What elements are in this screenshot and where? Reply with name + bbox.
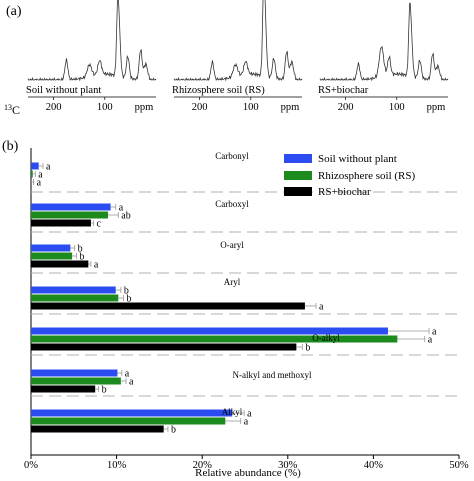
nucleus-superscript: 13 [4,103,12,112]
bar-rs-biochar-aryl [31,302,305,310]
bar-rs-biochar-alkyl [31,425,164,433]
significance-letter: a [125,369,130,380]
bar-soil-without-plant-alkyl [31,409,233,417]
spectrum-tick-label: 100 [97,102,113,113]
significance-letter: b [79,252,84,263]
significance-letter: a [319,302,324,313]
bar-rhizosphere-soil-rs-carbonyl [31,170,33,178]
bar-rs-biochar-o-aryl [31,260,89,268]
significance-letter: a [119,203,124,214]
spectrum-soil-without-plant [27,0,157,82]
bar-soil-without-plant-aryl [31,286,116,294]
legend-label-rs-biochar: RS+biochar [318,186,371,198]
significance-letter: a [38,170,43,181]
significance-letter: b [102,385,107,396]
x-tick-label: 50% [449,460,469,471]
bar-rhizosphere-soil-rs-carboxyl [31,211,109,219]
bar-rhizosphere-soil-rs-aryl [31,294,119,302]
significance-letter: b [305,343,310,354]
legend: Soil without plant Rhizosphere soil (RS)… [284,153,415,198]
category-label-alkyl: Alkyl [222,407,243,417]
nucleus-label: C [12,103,20,117]
legend-label-rhizosphere-soil: Rhizosphere soil (RS) [318,170,415,182]
spectrum-tick-label: 100 [389,102,405,113]
spectrum-unit: ppm [427,102,446,113]
bar-rhizosphere-soil-rs-o-aryl [31,252,73,260]
legend-swatch-soil-without-plant [284,154,312,163]
significance-letter: b [78,244,83,255]
bar-soil-without-plant-carbonyl [31,162,39,170]
category-label-o-aryl: O-aryl [220,240,244,250]
spectrum-tick-label: 200 [46,102,62,113]
bar-soil-without-plant-o-alkyl [31,327,388,335]
x-tick-label: 20% [193,460,213,471]
bar-rhizosphere-soil-rs-n-alkyl-and-methoxyl [31,377,121,385]
significance-letter: b [126,294,131,305]
bar-soil-without-plant-n-alkyl-and-methoxyl [31,369,118,377]
spectrum-tick-label: 200 [192,102,208,113]
significance-letter: a [432,327,437,338]
x-tick-label: 0% [24,460,38,471]
bar-rhizosphere-soil-rs-alkyl [31,417,226,425]
spectrum-name-rhizosphere-soil-rs: Rhizosphere soil (RS) [172,85,265,96]
bar-rhizosphere-soil-rs-o-alkyl [31,335,398,343]
category-label-carboxyl: Carboxyl [215,199,249,209]
significance-letter: a [428,335,433,346]
spectrum-unit: ppm [135,102,154,113]
spectrum-rs-biochar [319,2,449,82]
significance-letter: a [46,162,51,173]
significance-letter: c [96,219,101,230]
legend-label-soil-without-plant: Soil without plant [318,153,397,165]
legend-swatch-rhizosphere-soil [284,171,312,180]
significance-letter: a [129,377,134,388]
spectrum-name-rs-biochar: RS+biochar [318,85,369,96]
x-tick-label: 40% [364,460,384,471]
bar-chart: 0% 10% 20% 30% 40% 50%aaaCarbonylaabcCarboxyl… [24,148,469,471]
significance-letter: ab [121,211,130,222]
x-tick-label: 30% [278,460,298,471]
significance-letter: a [244,417,249,428]
x-axis-label: Relative abundance (%) [195,467,301,479]
spectrum-name-soil-without-plant: Soil without plant [26,85,101,96]
bar-rs-biochar-o-alkyl [31,343,297,351]
spectrum-tick-label: 100 [243,102,259,113]
significance-letter: b [171,425,176,436]
bar-soil-without-plant-carboxyl [31,203,111,211]
significance-letter: a [94,260,99,271]
panel-b-label: (b) [2,139,19,154]
significance-letter: a [247,409,252,420]
spectrum-tick-label: 200 [338,102,354,113]
bar-rs-biochar-carboxyl [31,219,91,227]
category-label-carbonyl: Carbonyl [215,151,249,161]
nmr-spectra: Soil without plant 200 100 ppm Rhizosphere s… [26,0,449,113]
category-label-n-alkyl-and-methoxyl: N-alkyl and methoxyl [233,370,312,380]
spectrum-unit: ppm [281,102,300,113]
bar-rs-biochar-n-alkyl-and-methoxyl [31,385,96,393]
panel-a-label: (a) [6,4,22,19]
significance-letter: a [37,178,42,189]
legend-swatch-rs-biochar [284,187,312,196]
spectrum-rhizosphere-soil-rs [173,0,303,82]
category-label-aryl: Aryl [224,277,241,287]
significance-letter: b [124,286,129,297]
bar-soil-without-plant-o-aryl [31,244,71,252]
category-label-o-alkyl: O-alkyl [312,333,340,343]
x-tick-label: 10% [107,460,127,471]
